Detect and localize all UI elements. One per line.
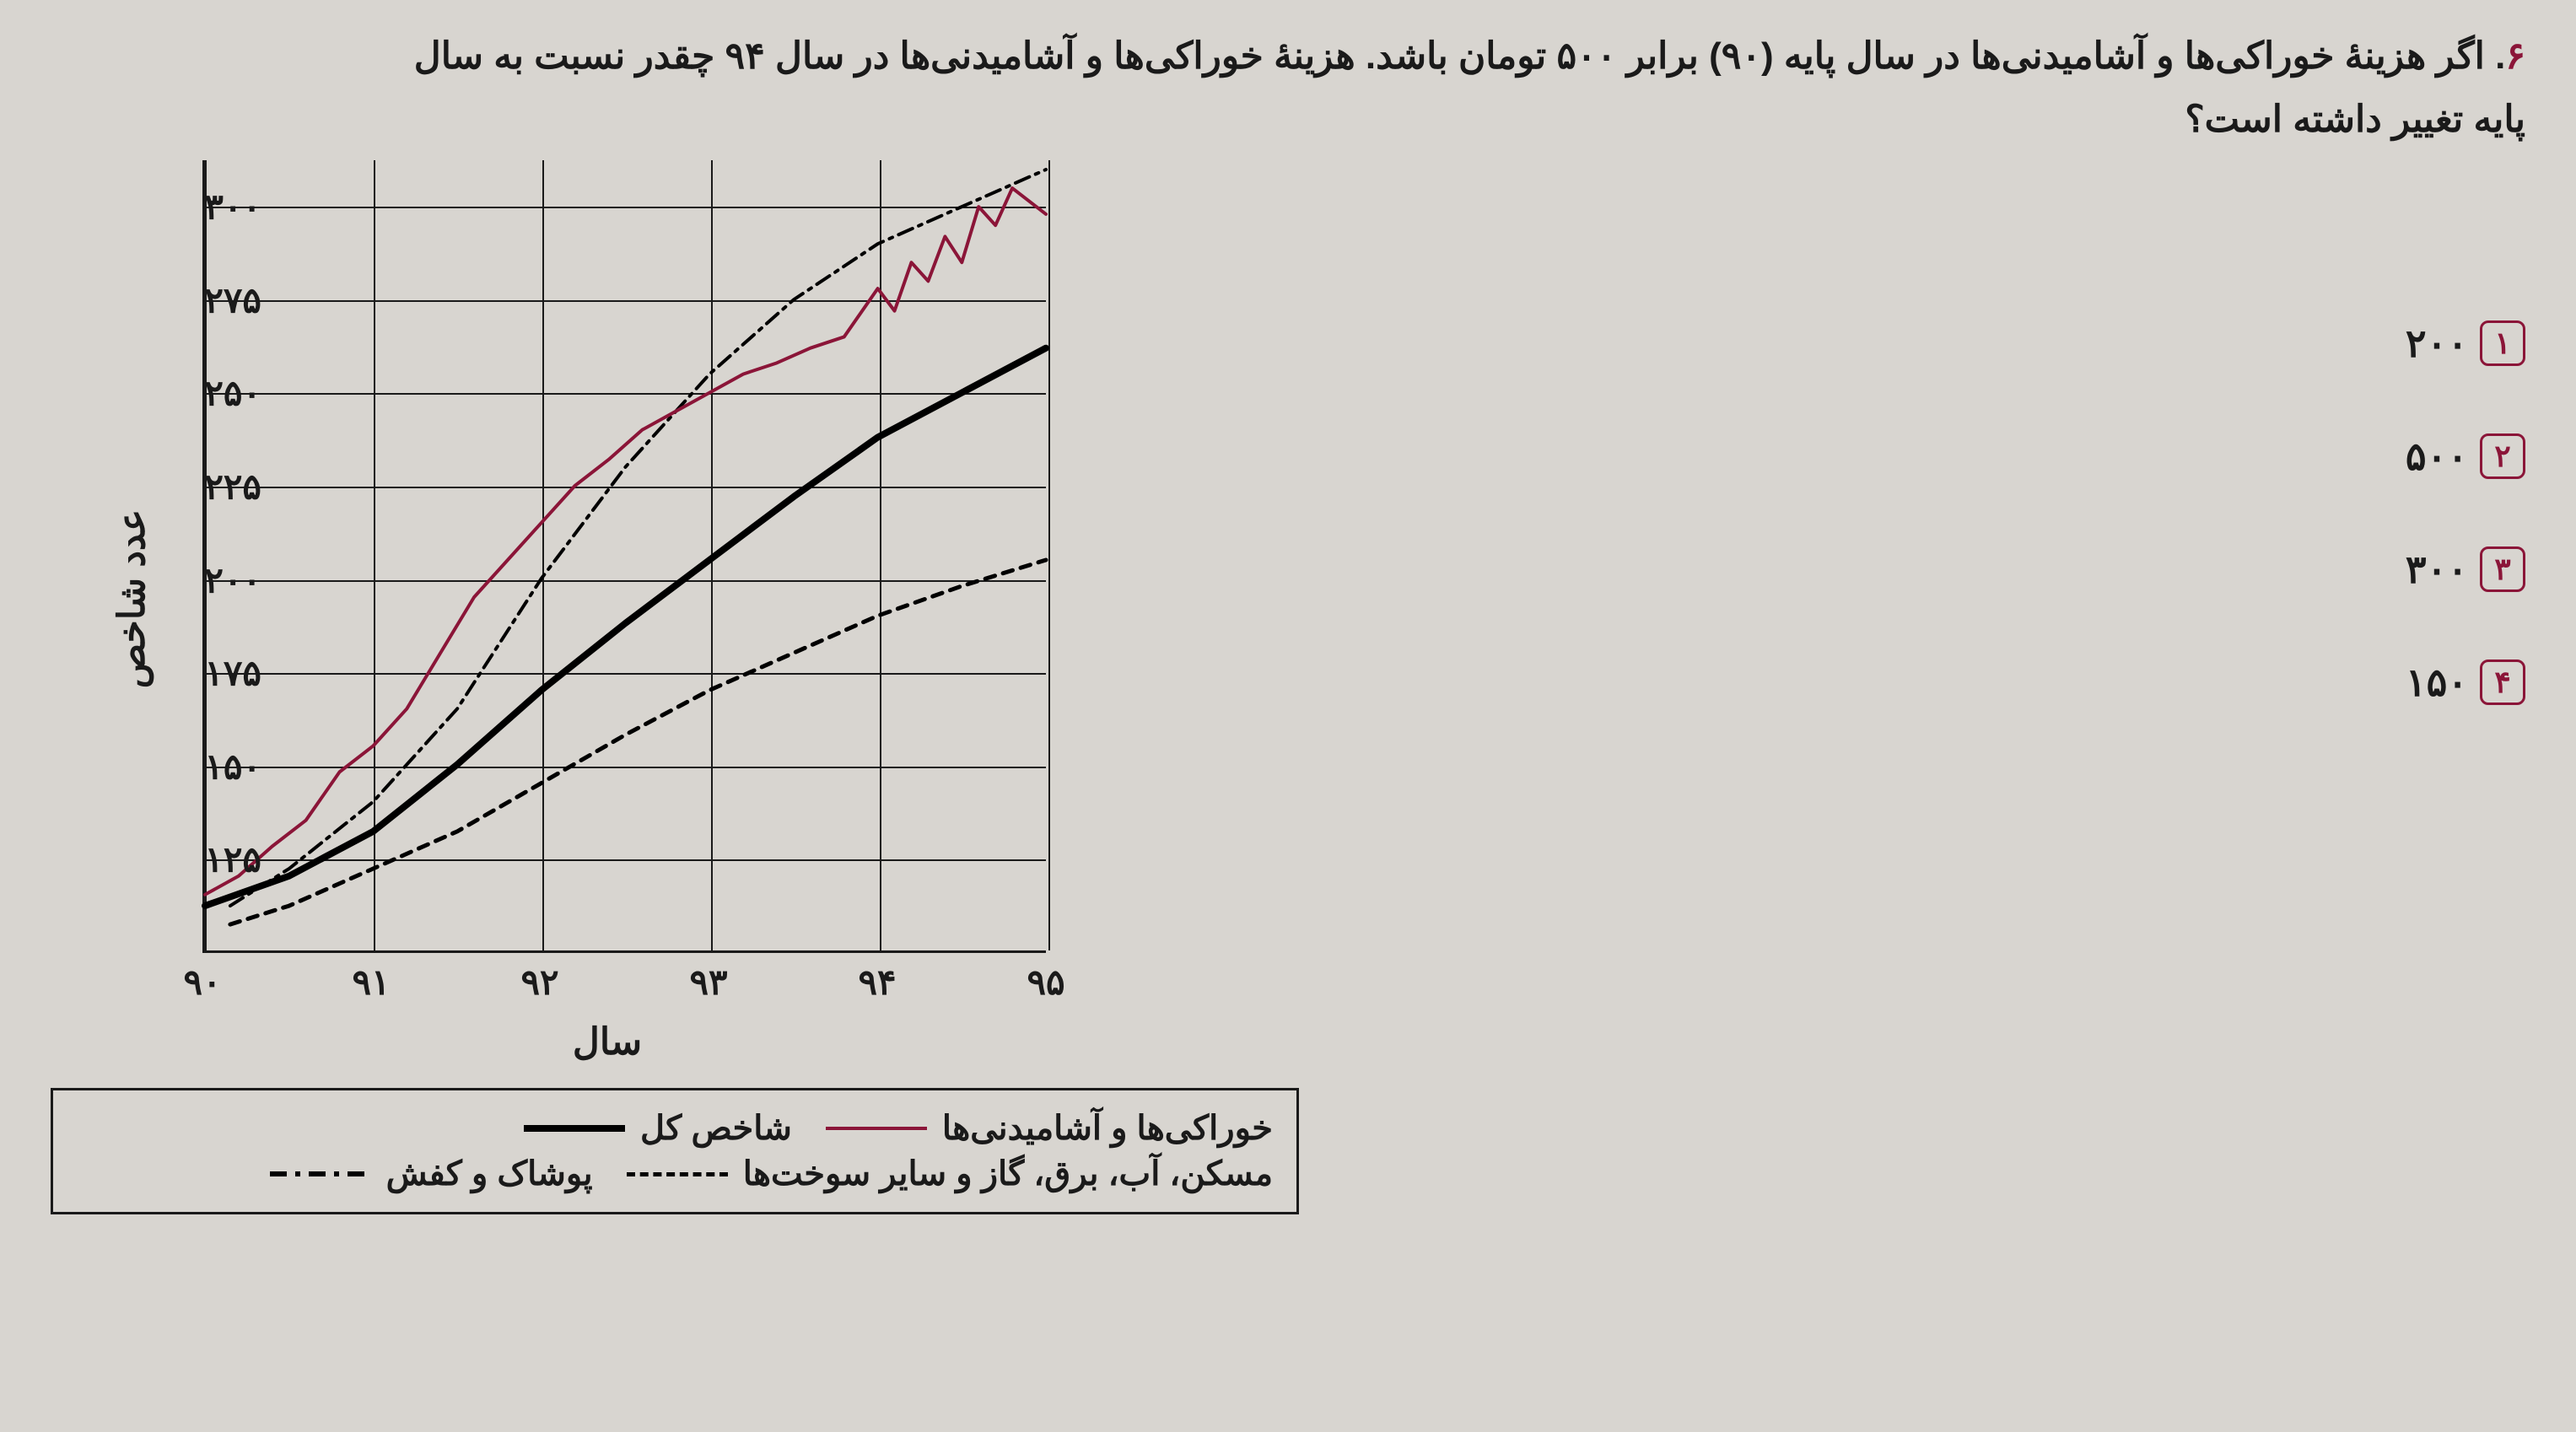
legend-item-total: شاخص کل — [524, 1109, 792, 1148]
x-tick-label: ۹۰ — [183, 961, 221, 1003]
series-total — [205, 348, 1046, 906]
y-tick-label: ۱۲۵ — [177, 839, 261, 880]
series-food — [205, 188, 1046, 895]
plot-frame — [202, 160, 1046, 953]
x-axis-label: سال — [101, 1020, 1113, 1063]
x-tick-label: ۹۲ — [520, 961, 558, 1003]
y-tick-label: ۱۵۰ — [177, 746, 261, 787]
series-clothing — [230, 170, 1046, 906]
x-tick-label: ۹۴ — [858, 961, 896, 1003]
page: ۶. اگر هزینهٔ خوراکی‌ها و آشامیدنی‌ها در… — [0, 0, 2576, 1432]
chart-area: عدد شاخص ۱۲۵ ۱۵۰ ۱۷۵ ۲۰۰ ۲۲۵ ۲۵۰ ۲۷۵ ۳۰۰ ۹۰ ۹۱ ۹۲… — [101, 135, 1113, 1063]
legend-swatch-total — [524, 1125, 625, 1132]
x-tick-label: ۹۵ — [1027, 961, 1064, 1003]
legend-label-housing: مسکن، آب، برق، گاز و سایر سوخت‌ها — [743, 1155, 1273, 1193]
answer-box-4: ۴ — [2480, 659, 2525, 705]
answer-label-2: ۵۰۰ — [2406, 433, 2468, 479]
chart-container: عدد شاخص ۱۲۵ ۱۵۰ ۱۷۵ ۲۰۰ ۲۲۵ ۲۵۰ ۲۷۵ ۳۰۰ ۹۰ ۹۱ ۹۲… — [51, 135, 1299, 1063]
legend-label-clothing: پوشاک و کفش — [386, 1155, 593, 1193]
legend-label-total: شاخص کل — [640, 1109, 792, 1148]
y-axis-label: عدد شاخص — [110, 509, 154, 689]
answer-box-1: ۱ — [2480, 320, 2525, 366]
question-text: ۶. اگر هزینهٔ خوراکی‌ها و آشامیدنی‌ها در… — [51, 25, 2525, 152]
legend-swatch-food — [826, 1127, 927, 1130]
legend: خوراکی‌ها و آشامیدنی‌ها شاخص کل مسکن، آب… — [51, 1088, 1299, 1214]
question-number: ۶ — [2505, 35, 2525, 77]
plot-svg — [205, 160, 1046, 950]
answer-option-4[interactable]: ۴ ۱۵۰ — [2406, 659, 2525, 705]
answer-box-2: ۲ — [2480, 433, 2525, 479]
question-line-1: اگر هزینهٔ خوراکی‌ها و آشامیدنی‌ها در سا… — [414, 35, 2485, 77]
legend-swatch-housing — [627, 1172, 728, 1176]
x-tick-label: ۹۳ — [689, 961, 727, 1003]
answer-label-1: ۲۰۰ — [2406, 320, 2468, 366]
gridline-v — [1048, 160, 1050, 950]
legend-row-1: خوراکی‌ها و آشامیدنی‌ها شاخص کل — [77, 1109, 1273, 1148]
legend-row-2: مسکن، آب، برق، گاز و سایر سوخت‌ها پوشاک … — [77, 1155, 1273, 1193]
question-line-2: پایه تغییر داشته است؟ — [2185, 99, 2525, 140]
answer-box-3: ۳ — [2480, 546, 2525, 592]
answer-options: ۱ ۲۰۰ ۲ ۵۰۰ ۳ ۳۰۰ ۴ ۱۵۰ — [2406, 320, 2525, 705]
answer-option-1[interactable]: ۱ ۲۰۰ — [2406, 320, 2525, 366]
y-tick-label: ۱۷۵ — [177, 653, 261, 694]
legend-swatch-clothing — [270, 1171, 371, 1176]
y-tick-label: ۲۵۰ — [177, 373, 261, 414]
answer-option-2[interactable]: ۲ ۵۰۰ — [2406, 433, 2525, 479]
y-tick-label: ۲۲۵ — [177, 466, 261, 508]
y-tick-label: ۲۷۵ — [177, 279, 261, 320]
y-tick-label: ۲۰۰ — [177, 559, 261, 600]
x-tick-label: ۹۱ — [352, 961, 390, 1003]
legend-item-clothing: پوشاک و کفش — [270, 1155, 593, 1193]
legend-item-food: خوراکی‌ها و آشامیدنی‌ها — [826, 1109, 1273, 1148]
answer-label-4: ۱۵۰ — [2406, 659, 2468, 705]
y-tick-label: ۳۰۰ — [177, 186, 261, 228]
legend-label-food: خوراکی‌ها و آشامیدنی‌ها — [942, 1109, 1273, 1148]
legend-item-housing: مسکن، آب، برق، گاز و سایر سوخت‌ها — [627, 1155, 1273, 1193]
answer-label-3: ۳۰۰ — [2406, 546, 2468, 592]
answer-option-3[interactable]: ۳ ۳۰۰ — [2406, 546, 2525, 592]
